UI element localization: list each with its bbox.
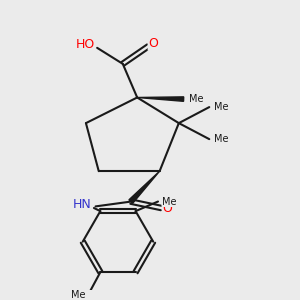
Text: Me: Me [189, 94, 204, 104]
Text: Me: Me [71, 290, 85, 300]
Text: HO: HO [75, 38, 94, 51]
Text: Me: Me [162, 196, 176, 206]
Polygon shape [129, 171, 160, 203]
Text: Me: Me [214, 134, 229, 144]
Text: HN: HN [73, 198, 92, 211]
Text: Me: Me [214, 102, 229, 112]
Text: O: O [163, 202, 172, 214]
Text: O: O [148, 37, 158, 50]
Polygon shape [137, 97, 184, 101]
